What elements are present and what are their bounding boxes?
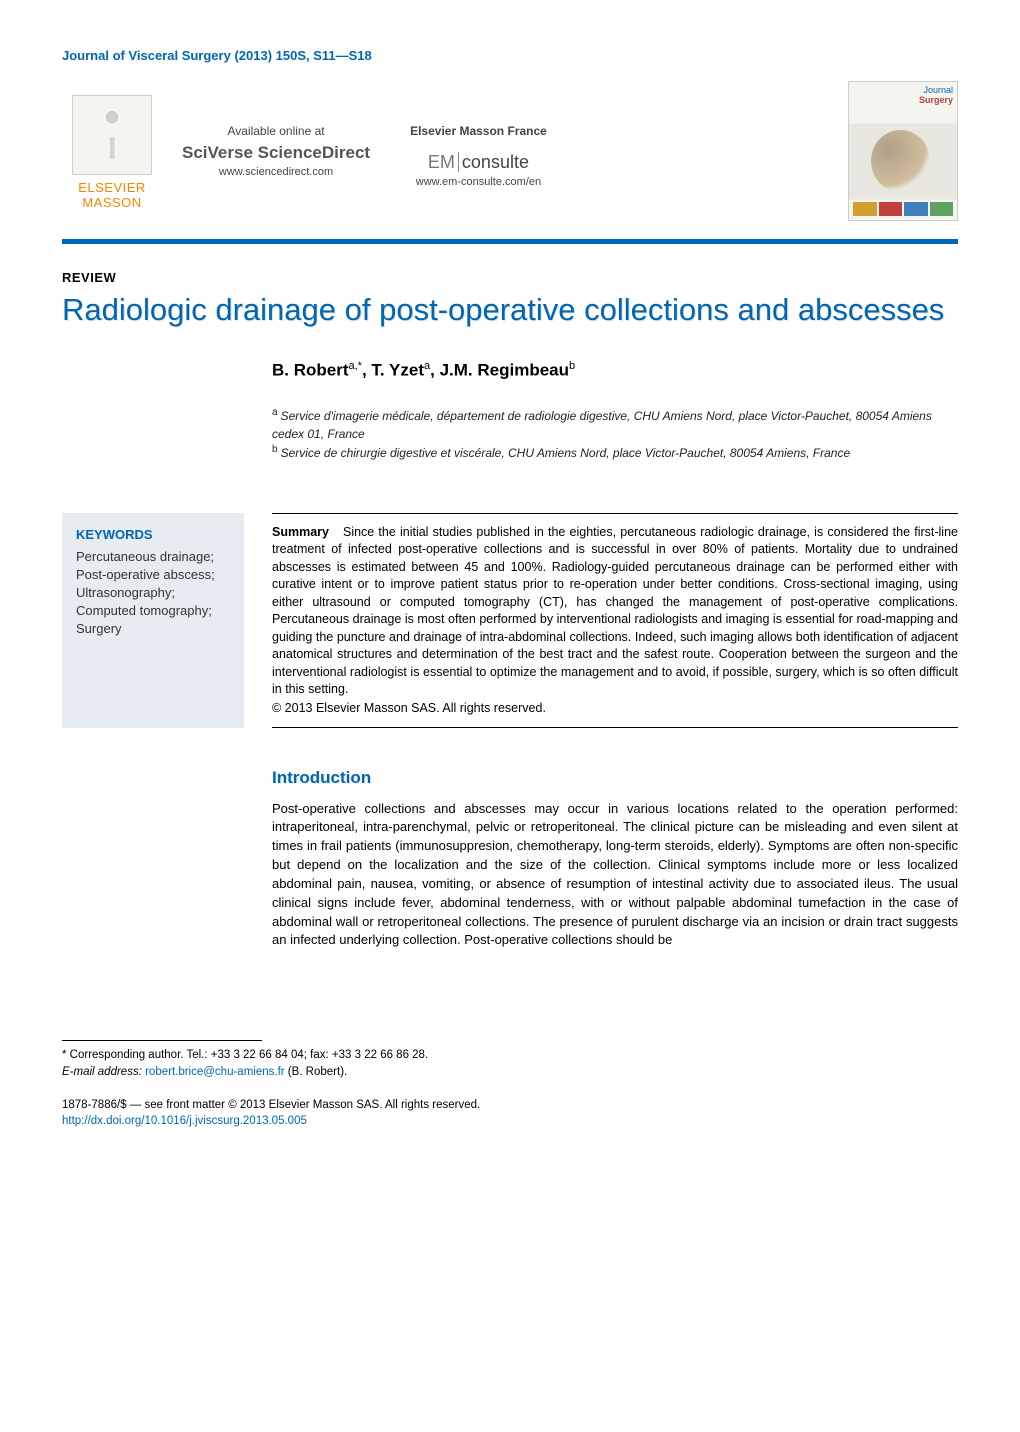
summary-body: Since the initial studies published in t…	[272, 525, 958, 697]
elsevier-text: ELSEVIER MASSON	[78, 181, 146, 211]
available-online-label: Available online at	[182, 124, 370, 138]
author-1: B. Robert	[272, 360, 349, 379]
em-text: EM	[428, 152, 455, 172]
affiliation-b: bService de chirurgie digestive et viscé…	[272, 443, 958, 462]
cover-bottom-stripe	[853, 202, 953, 216]
consulte-text: consulte	[462, 152, 529, 172]
introduction-text: Post-operative collections and abscesses…	[272, 800, 958, 951]
doi-link[interactable]: http://dx.doi.org/10.1016/j.jviscsurg.20…	[62, 1115, 307, 1127]
elsevier-logo: ELSEVIER MASSON	[62, 91, 162, 211]
article-type-label: REVIEW	[62, 270, 958, 285]
summary-copyright: © 2013 Elsevier Masson SAS. All rights r…	[272, 701, 958, 715]
cover-title: Journal Surgery	[853, 86, 953, 106]
header-row: ELSEVIER MASSON Available online at SciV…	[62, 81, 958, 244]
author-1-sup: a,*	[349, 360, 362, 372]
affiliation-a-text: Service d'imagerie médicale, département…	[272, 409, 932, 440]
summary-label: Summary	[272, 525, 329, 539]
introduction-heading: Introduction	[272, 768, 958, 788]
cover-image-icon	[871, 130, 930, 192]
online-links: Available online at SciVerse ScienceDire…	[182, 114, 828, 188]
author-2: , T. Yzet	[362, 360, 424, 379]
page-container: Journal of Visceral Surgery (2013) 150S,…	[0, 0, 1020, 1169]
cover-surgery-word: Surgery	[919, 95, 953, 105]
author-3: , J.M. Regimbeau	[430, 360, 569, 379]
email-person: (B. Robert).	[288, 1066, 347, 1078]
cover-journal-word: Journal	[923, 85, 953, 95]
keywords-summary-row: KEYWORDS Percutaneous drainage; Post-ope…	[62, 513, 958, 728]
summary-box: SummarySince the initial studies publish…	[272, 513, 958, 728]
corresponding-author: * Corresponding author. Tel.: +33 3 22 6…	[62, 1047, 958, 1080]
elsevier-masson-france-label: Elsevier Masson France	[410, 124, 547, 138]
sciverse-text: SciVerse ScienceDirect	[182, 143, 370, 162]
sciverse-logo[interactable]: SciVerse ScienceDirect	[182, 143, 370, 163]
corresponding-text: Corresponding author. Tel.: +33 3 22 66 …	[70, 1049, 428, 1061]
emconsulte-url[interactable]: www.em-consulte.com/en	[410, 176, 547, 188]
journal-header: Journal of Visceral Surgery (2013) 150S,…	[62, 48, 958, 63]
authors-line: B. Roberta,*, T. Yzeta, J.M. Regimbeaub	[272, 360, 958, 381]
keywords-heading: KEYWORDS	[76, 527, 230, 542]
summary-paragraph: SummarySince the initial studies publish…	[272, 524, 958, 699]
author-3-sup: b	[569, 360, 575, 372]
article-title: Radiologic drainage of post-operative co…	[62, 291, 958, 330]
emconsulte-logo[interactable]: EM consulte	[410, 152, 547, 173]
bottom-meta: 1878-7886/$ — see front matter © 2013 El…	[62, 1097, 958, 1129]
issn-line: 1878-7886/$ — see front matter © 2013 El…	[62, 1097, 958, 1113]
journal-cover-thumbnail: Journal Surgery	[848, 81, 958, 221]
affiliations: aService d'imagerie médicale, départemen…	[272, 406, 958, 462]
elsevier-tree-icon	[72, 95, 152, 175]
elsevier-line1: ELSEVIER	[78, 180, 146, 195]
sciencedirect-block: Available online at SciVerse ScienceDire…	[182, 124, 370, 178]
email-label: E-mail address:	[62, 1066, 142, 1078]
footnote-rule	[62, 1040, 262, 1041]
elsevier-line2: MASSON	[82, 195, 141, 210]
email-link[interactable]: robert.brice@chu-amiens.fr	[145, 1066, 285, 1078]
affiliation-b-text: Service de chirurgie digestive et viscér…	[281, 446, 851, 460]
sciencedirect-url[interactable]: www.sciencedirect.com	[182, 166, 370, 178]
keywords-box: KEYWORDS Percutaneous drainage; Post-ope…	[62, 513, 244, 728]
affiliation-a: aService d'imagerie médicale, départemen…	[272, 406, 958, 443]
emconsulte-block: Elsevier Masson France EM consulte www.em…	[410, 124, 547, 188]
keywords-list: Percutaneous drainage; Post-operative ab…	[76, 548, 230, 639]
